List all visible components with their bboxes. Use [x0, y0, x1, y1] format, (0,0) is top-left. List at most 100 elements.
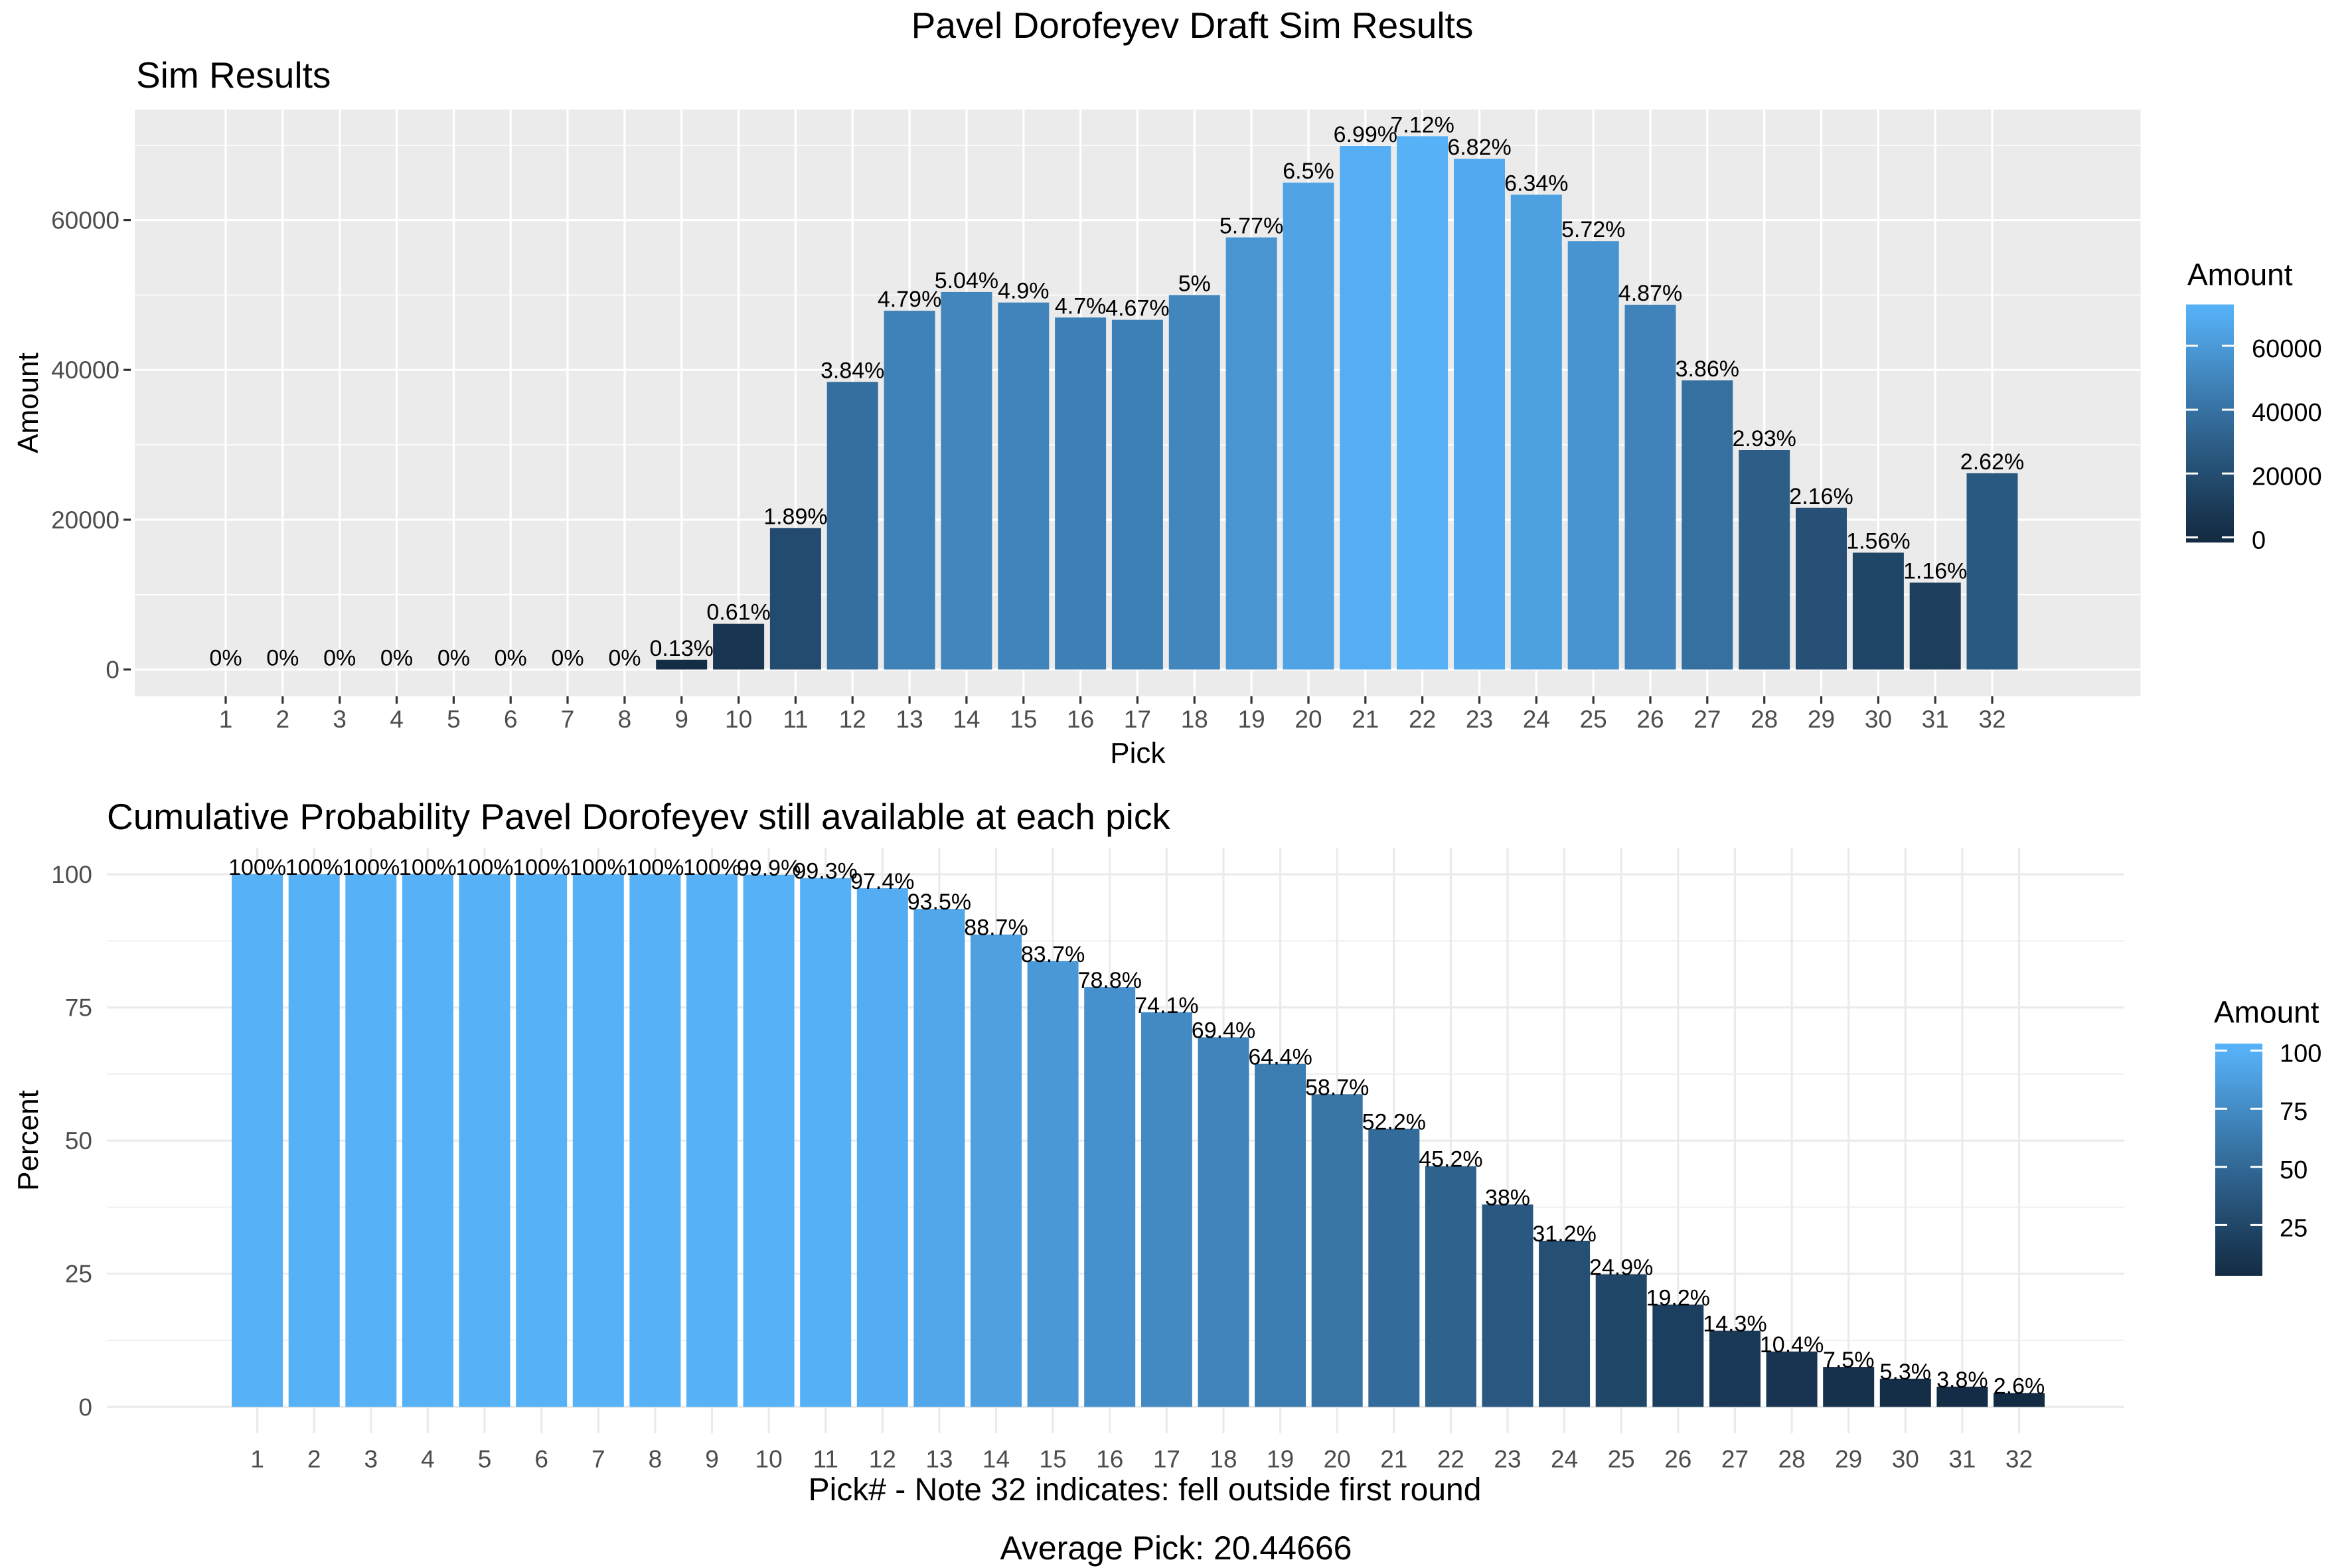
svg-text:83.7%: 83.7%: [1021, 942, 1085, 967]
svg-text:1: 1: [219, 706, 233, 733]
svg-text:1.16%: 1.16%: [1903, 559, 1967, 584]
svg-text:5%: 5%: [1178, 271, 1211, 296]
svg-text:100%: 100%: [626, 855, 684, 880]
svg-text:23: 23: [1466, 706, 1493, 733]
svg-text:40000: 40000: [51, 356, 119, 384]
svg-text:0%: 0%: [608, 646, 641, 671]
svg-text:25: 25: [1580, 706, 1607, 733]
svg-text:100%: 100%: [683, 855, 741, 880]
svg-text:25: 25: [65, 1261, 92, 1288]
svg-text:0%: 0%: [266, 646, 299, 671]
svg-text:31: 31: [1922, 706, 1949, 733]
svg-text:97.4%: 97.4%: [850, 869, 914, 894]
svg-text:29: 29: [1808, 706, 1835, 733]
svg-text:0.61%: 0.61%: [706, 600, 770, 625]
svg-text:0%: 0%: [323, 646, 356, 671]
svg-text:24: 24: [1551, 1446, 1578, 1473]
svg-text:21: 21: [1380, 1446, 1407, 1473]
svg-text:18: 18: [1210, 1446, 1237, 1473]
svg-text:21: 21: [1352, 706, 1379, 733]
svg-text:23: 23: [1494, 1446, 1521, 1473]
svg-text:31.2%: 31.2%: [1532, 1221, 1596, 1247]
svg-text:6: 6: [534, 1446, 548, 1473]
svg-text:22: 22: [1437, 1446, 1464, 1473]
svg-text:0: 0: [2252, 527, 2266, 555]
svg-text:28: 28: [1751, 706, 1778, 733]
svg-text:Pick: Pick: [1110, 737, 1166, 769]
svg-text:4.7%: 4.7%: [1055, 293, 1107, 319]
svg-text:11: 11: [783, 706, 808, 733]
svg-text:17: 17: [1124, 706, 1151, 733]
svg-text:13: 13: [925, 1446, 953, 1473]
svg-text:2.93%: 2.93%: [1732, 426, 1796, 451]
svg-text:22: 22: [1409, 706, 1436, 733]
svg-text:4: 4: [421, 1446, 435, 1473]
svg-text:69.4%: 69.4%: [1192, 1018, 1255, 1044]
svg-text:100: 100: [2280, 1040, 2321, 1068]
svg-text:3: 3: [364, 1446, 378, 1473]
svg-text:14: 14: [953, 706, 980, 733]
svg-text:Pavel Dorofeyev Draft Sim Resu: Pavel Dorofeyev Draft Sim Results: [911, 5, 1474, 46]
svg-text:10: 10: [725, 706, 752, 733]
svg-text:16: 16: [1067, 706, 1094, 733]
svg-text:25: 25: [1608, 1446, 1635, 1473]
svg-text:32: 32: [2005, 1446, 2033, 1473]
svg-text:17: 17: [1153, 1446, 1180, 1473]
svg-text:40000: 40000: [2252, 399, 2322, 427]
svg-text:5.77%: 5.77%: [1219, 214, 1283, 239]
svg-text:0: 0: [106, 657, 119, 684]
svg-text:4.87%: 4.87%: [1618, 281, 1682, 306]
svg-text:18: 18: [1181, 706, 1208, 733]
svg-text:1.89%: 1.89%: [763, 504, 827, 529]
svg-text:100: 100: [51, 861, 92, 888]
svg-text:100%: 100%: [512, 855, 570, 880]
svg-text:3.8%: 3.8%: [1936, 1368, 1988, 1393]
svg-text:93.5%: 93.5%: [907, 890, 971, 915]
svg-text:4.79%: 4.79%: [878, 287, 941, 312]
svg-text:0: 0: [78, 1393, 92, 1421]
svg-text:19: 19: [1238, 706, 1265, 733]
svg-text:2: 2: [276, 706, 290, 733]
svg-text:7.12%: 7.12%: [1390, 112, 1454, 137]
svg-text:99.9%: 99.9%: [737, 856, 801, 881]
svg-text:30: 30: [1865, 706, 1892, 733]
svg-text:64.4%: 64.4%: [1248, 1045, 1312, 1070]
svg-text:Average Pick: 20.44666: Average Pick: 20.44666: [1000, 1529, 1352, 1567]
svg-text:6: 6: [504, 706, 518, 733]
svg-text:5: 5: [478, 1446, 492, 1473]
svg-text:13: 13: [896, 706, 923, 733]
svg-text:30: 30: [1892, 1446, 1919, 1473]
svg-text:0%: 0%: [495, 646, 527, 671]
svg-text:3: 3: [333, 706, 347, 733]
svg-text:12: 12: [839, 706, 866, 733]
svg-text:2.62%: 2.62%: [1960, 449, 2024, 475]
svg-text:75: 75: [2280, 1098, 2308, 1126]
svg-text:15: 15: [1010, 706, 1037, 733]
svg-text:6.5%: 6.5%: [1283, 159, 1334, 184]
svg-text:7: 7: [591, 1446, 605, 1473]
svg-text:31: 31: [1948, 1446, 1976, 1473]
svg-text:6.99%: 6.99%: [1334, 122, 1397, 147]
svg-text:100%: 100%: [570, 855, 627, 880]
svg-text:45.2%: 45.2%: [1419, 1147, 1482, 1172]
svg-text:2: 2: [307, 1446, 321, 1473]
svg-text:8: 8: [649, 1446, 663, 1473]
svg-text:0%: 0%: [551, 646, 584, 671]
svg-text:74.1%: 74.1%: [1135, 993, 1198, 1018]
svg-text:15: 15: [1040, 1446, 1067, 1473]
svg-text:6.34%: 6.34%: [1504, 171, 1568, 196]
svg-text:20: 20: [1324, 1446, 1351, 1473]
svg-text:20: 20: [1294, 706, 1322, 733]
svg-text:14.3%: 14.3%: [1703, 1312, 1766, 1337]
svg-text:60000: 60000: [2252, 335, 2322, 363]
svg-text:Sim Results: Sim Results: [136, 54, 331, 96]
svg-text:9: 9: [674, 706, 688, 733]
svg-text:0%: 0%: [437, 646, 470, 671]
svg-text:52.2%: 52.2%: [1362, 1110, 1426, 1135]
svg-text:58.7%: 58.7%: [1305, 1075, 1369, 1100]
svg-text:75: 75: [65, 994, 92, 1022]
svg-text:9: 9: [705, 1446, 719, 1473]
svg-text:5.72%: 5.72%: [1561, 217, 1625, 242]
svg-text:100%: 100%: [399, 855, 457, 880]
svg-text:0%: 0%: [209, 646, 242, 671]
